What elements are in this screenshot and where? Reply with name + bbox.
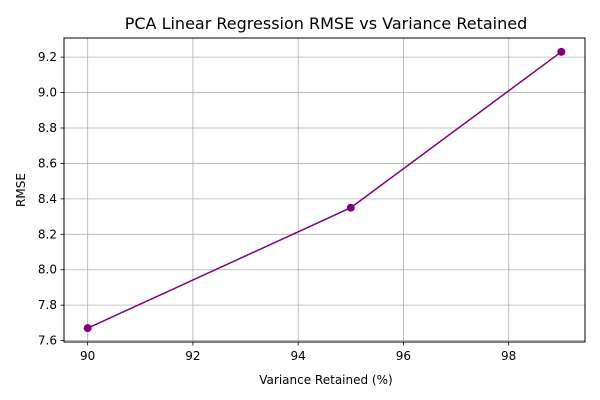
y-tick-label: 8.2: [38, 227, 57, 241]
x-axis-label: Variance Retained (%): [259, 373, 392, 387]
x-tick-label: 90: [80, 349, 95, 363]
x-tick-label: 94: [291, 349, 306, 363]
y-tick-label: 8.8: [38, 121, 57, 135]
y-tick-label: 9.0: [38, 86, 57, 100]
y-tick-label: 9.2: [38, 50, 57, 64]
grid-lines: [64, 38, 585, 342]
data-point: [83, 324, 92, 333]
data-point: [557, 47, 566, 56]
y-tick-label: 7.8: [38, 298, 57, 312]
series-layer: [83, 47, 566, 333]
x-tick-label: 98: [501, 349, 516, 363]
y-axis-label: RMSE: [14, 173, 28, 207]
y-axis-ticks: 7.6 7.8 8.0 8.2 8.4 8.6 8.8 9.0 9.2: [38, 50, 64, 348]
x-tick-label: 92: [185, 349, 200, 363]
data-point: [346, 203, 355, 212]
plot-frame: [63, 37, 586, 343]
y-tick-label: 7.6: [38, 334, 57, 348]
chart-title: PCA Linear Regression RMSE vs Variance R…: [125, 14, 528, 33]
y-tick-label: 8.4: [38, 192, 57, 206]
y-tick-label: 8.6: [38, 156, 57, 170]
y-tick-label: 8.0: [38, 263, 57, 277]
x-axis-ticks: 90 92 94 96 98: [80, 342, 516, 363]
x-tick-label: 96: [396, 349, 411, 363]
